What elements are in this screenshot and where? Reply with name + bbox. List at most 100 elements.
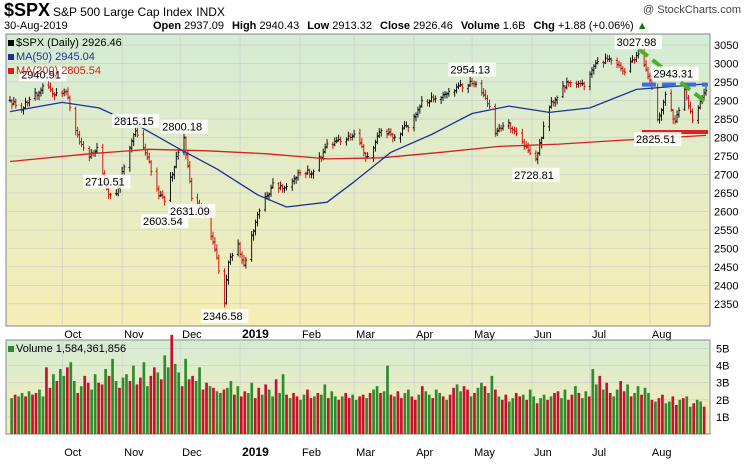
volume-bar	[640, 394, 643, 434]
volume-bar	[678, 399, 682, 434]
volume-bar	[320, 394, 323, 434]
price-bar	[389, 128, 393, 137]
ohlc-high: High 2940.43	[231, 20, 300, 32]
volume-bar	[685, 396, 689, 434]
volume-bar	[226, 387, 229, 434]
volume-bar	[222, 389, 226, 434]
price-bar	[608, 55, 611, 63]
volume-bar	[518, 396, 522, 434]
price-bar	[159, 190, 163, 198]
price-bar	[325, 139, 329, 149]
volume-bar	[205, 382, 208, 434]
price-bar	[461, 83, 464, 93]
volume-bar	[674, 404, 678, 434]
volume-bar	[688, 406, 692, 434]
volume-bar	[104, 369, 107, 434]
legend-price-text: $SPX (Daily) 2926.46	[16, 37, 122, 49]
price-bar	[507, 119, 511, 130]
volume-bar	[594, 384, 598, 434]
price-legend: $SPX (Daily) 2926.46 MA(50) 2945.04 MA(2…	[8, 36, 122, 78]
volume-bar	[494, 389, 497, 434]
volume-bar	[525, 399, 529, 434]
price-annotation: 2603.54	[143, 216, 183, 228]
volume-bar	[191, 375, 194, 434]
volume-bar	[267, 389, 271, 434]
price-bar	[14, 98, 18, 109]
price-bar	[223, 268, 226, 308]
price-bar	[691, 108, 694, 124]
price-bar	[211, 231, 215, 245]
volume-bar	[159, 379, 163, 434]
price-bar	[406, 125, 410, 133]
price-bar	[687, 94, 690, 110]
price-bar	[279, 181, 282, 191]
volume-bar	[636, 386, 640, 434]
price-tick-label: 2800	[714, 132, 738, 144]
volume-bar	[285, 394, 288, 434]
volume-bar	[229, 381, 233, 434]
x-axis-label-top: Jul	[592, 329, 606, 341]
price-bar	[405, 121, 408, 128]
volume-bar	[173, 363, 177, 434]
price-bar	[704, 86, 708, 96]
volume-bar	[257, 387, 261, 434]
volume-bar	[587, 396, 591, 434]
price-tick-label: 2850	[714, 114, 738, 126]
volume-bar	[407, 389, 410, 434]
volume-bar	[560, 398, 563, 434]
volume-bar	[591, 369, 595, 434]
volume-tick-label: 4B	[716, 361, 729, 373]
price-bar	[335, 136, 339, 144]
price-bar	[548, 105, 551, 132]
volume-bar	[455, 384, 459, 434]
volume-bar	[546, 399, 549, 434]
price-bar	[658, 112, 661, 124]
volume-bar	[219, 392, 222, 434]
volume-bar	[93, 374, 97, 434]
volume-bar	[535, 403, 539, 434]
price-bar	[190, 177, 194, 202]
volume-bar	[417, 394, 421, 434]
price-annotation-bg	[633, 132, 682, 147]
volume-bar	[146, 386, 149, 434]
volume-bar	[288, 398, 292, 434]
legend-ma50-text: MA(50) 2945.04	[16, 51, 95, 63]
price-bar	[10, 99, 14, 110]
volume-bar	[274, 379, 278, 434]
price-bar	[256, 211, 259, 227]
volume-bar	[38, 389, 41, 434]
price-bar	[565, 77, 569, 90]
brand-watermark[interactable]: @ StockCharts.com	[643, 4, 741, 16]
price-bar	[594, 59, 598, 69]
price-bar	[128, 145, 132, 172]
volume-bar	[52, 374, 55, 434]
x-axis-label-top: 2019	[242, 327, 269, 341]
price-bar	[526, 142, 530, 154]
price-bar	[669, 89, 673, 112]
volume-bar	[48, 387, 52, 434]
volume-bar	[507, 401, 511, 434]
price-annotation: 2800.18	[162, 121, 202, 133]
price-bar	[683, 85, 687, 111]
price-tick-label: 2550	[714, 225, 738, 237]
volume-bar	[500, 399, 504, 434]
price-bar	[399, 132, 402, 143]
up-arrow-icon: ▲	[633, 20, 648, 32]
volume-bar	[403, 392, 407, 434]
volume-bar	[601, 389, 605, 434]
volume-bar	[184, 358, 187, 434]
price-annotation: 3027.98	[617, 37, 657, 49]
price-bar	[33, 87, 37, 101]
legend-volume-swatch	[8, 346, 14, 353]
x-axis-label-top: Aug	[652, 329, 672, 341]
price-bar	[480, 79, 484, 96]
volume-bar	[243, 391, 247, 434]
legend-ma200-text: MA(200) 2805.54	[16, 65, 101, 77]
price-annotation: 2954.13	[450, 65, 490, 77]
x-axis-label: Oct	[64, 447, 81, 459]
price-tick-label: 2900	[714, 96, 738, 108]
price-bar	[244, 257, 248, 269]
volume-bar	[295, 396, 299, 434]
volume-bar	[194, 381, 198, 434]
price-bar	[474, 81, 478, 88]
